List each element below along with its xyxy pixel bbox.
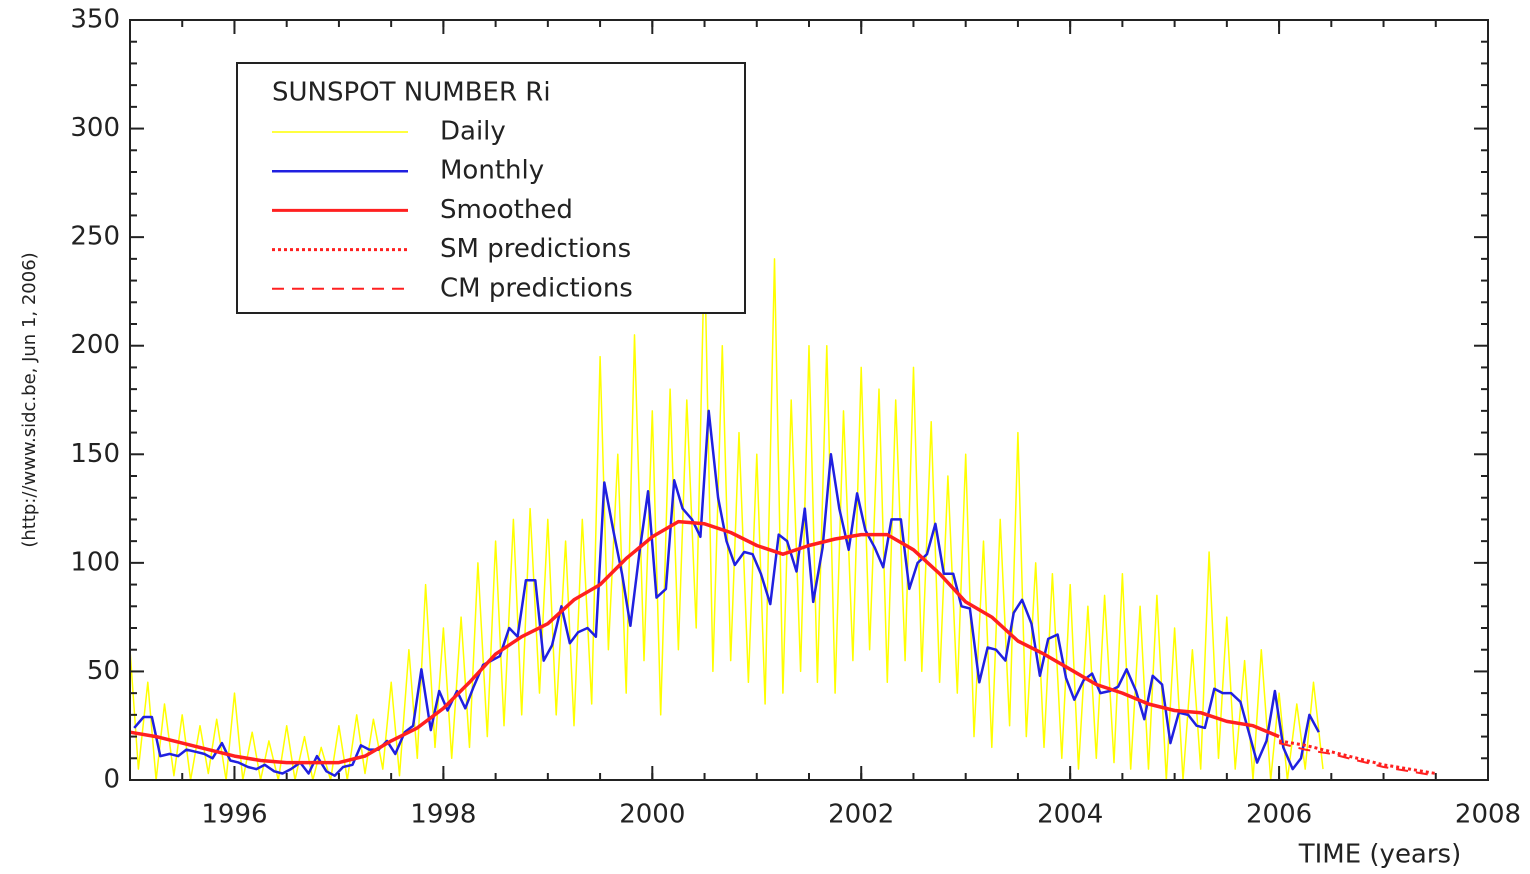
- y-tick-label: 250: [70, 222, 120, 252]
- legend-label: SM predictions: [440, 234, 631, 264]
- y-tick-label: 50: [87, 656, 120, 686]
- x-tick-label: 2004: [1037, 800, 1103, 830]
- legend-label: Daily: [440, 117, 506, 147]
- x-tick-label: 2006: [1246, 800, 1312, 830]
- x-tick-label: 2000: [619, 800, 685, 830]
- y-tick-label: 150: [70, 439, 120, 469]
- y-tick-label: 200: [70, 330, 120, 360]
- legend-label: CM predictions: [440, 273, 633, 303]
- y-tick-label: 100: [70, 547, 120, 577]
- series-line: [129, 519, 1280, 765]
- series-line: [129, 247, 1324, 781]
- y-axis-label: (http://www.sidc.be, Jun 1, 2006): [19, 252, 40, 547]
- x-tick-label: 2008: [1455, 800, 1521, 830]
- x-tick-label: 1998: [410, 800, 476, 830]
- legend-label: Smoothed: [440, 195, 573, 225]
- series-line: [133, 409, 1320, 777]
- y-tick-label: 0: [103, 765, 120, 795]
- legend-label: Monthly: [440, 156, 544, 186]
- x-tick-label: 1996: [201, 800, 267, 830]
- series-line: [1278, 742, 1436, 777]
- y-tick-label: 350: [70, 5, 120, 35]
- series-line: [1278, 739, 1437, 775]
- legend-box: [236, 62, 746, 314]
- x-axis-label: TIME (years): [1298, 840, 1462, 870]
- x-tick-label: 2002: [828, 800, 894, 830]
- y-tick-label: 300: [70, 113, 120, 143]
- legend-title: SUNSPOT NUMBER Ri: [272, 78, 551, 108]
